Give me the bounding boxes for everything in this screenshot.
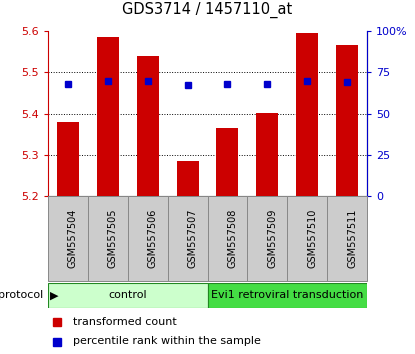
Bar — [128, 196, 168, 281]
Bar — [48, 196, 88, 281]
Text: GSM557511: GSM557511 — [347, 209, 357, 268]
Text: GSM557507: GSM557507 — [188, 209, 198, 268]
Bar — [247, 196, 287, 281]
Text: GSM557509: GSM557509 — [267, 209, 277, 268]
Text: GSM557505: GSM557505 — [107, 209, 117, 268]
Text: Evi1 retroviral transduction: Evi1 retroviral transduction — [211, 291, 364, 301]
Text: GSM557510: GSM557510 — [308, 209, 317, 268]
Text: GSM557508: GSM557508 — [227, 209, 237, 268]
Text: transformed count: transformed count — [73, 317, 177, 327]
Bar — [88, 196, 128, 281]
Bar — [176, 161, 198, 196]
Text: percentile rank within the sample: percentile rank within the sample — [73, 337, 261, 347]
Bar — [57, 122, 79, 196]
Text: GSM557506: GSM557506 — [148, 209, 158, 268]
Text: control: control — [108, 291, 147, 301]
Text: GDS3714 / 1457110_at: GDS3714 / 1457110_at — [122, 2, 293, 18]
Bar — [336, 45, 358, 196]
Bar — [256, 114, 278, 196]
Bar — [287, 196, 327, 281]
Bar — [48, 283, 208, 308]
Bar — [296, 33, 318, 196]
Bar — [97, 37, 119, 196]
Bar — [168, 196, 208, 281]
Bar — [327, 196, 367, 281]
Bar — [137, 56, 159, 196]
Text: GSM557504: GSM557504 — [68, 209, 78, 268]
Text: ▶: ▶ — [50, 291, 58, 301]
Text: protocol: protocol — [0, 291, 44, 301]
Bar — [208, 283, 367, 308]
Bar — [217, 128, 239, 196]
Bar — [208, 196, 247, 281]
